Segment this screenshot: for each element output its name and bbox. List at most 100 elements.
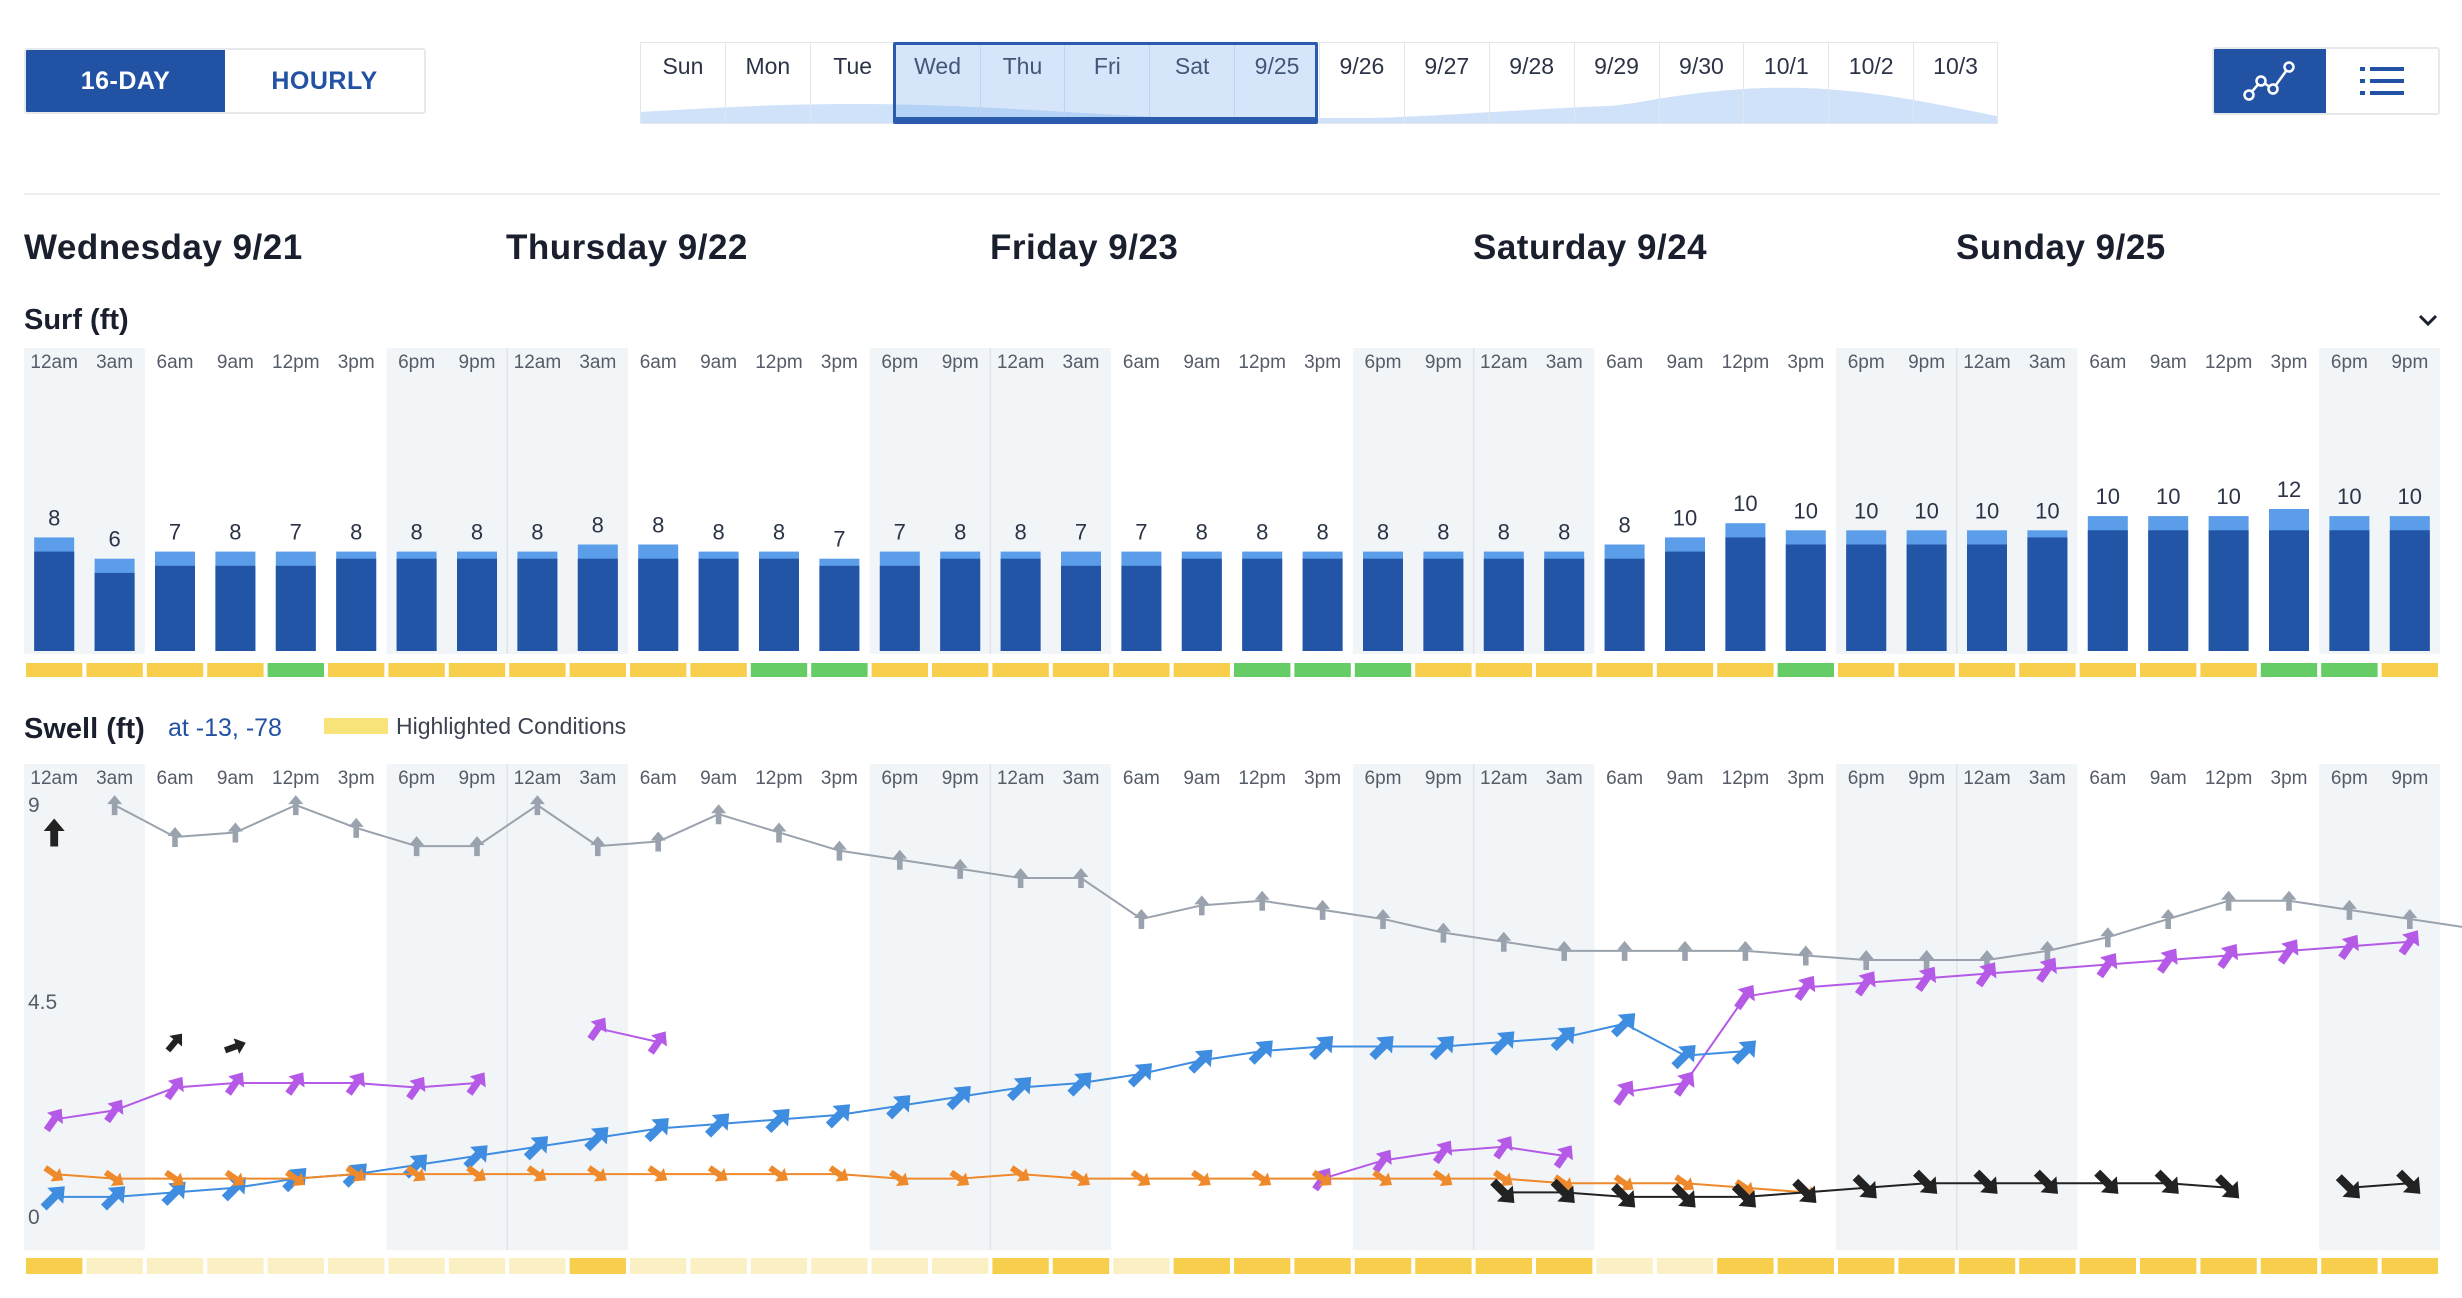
swell-arrow-black	[1550, 1178, 1575, 1203]
swell-arrow-grey	[771, 822, 787, 843]
highlight-legend-swatch	[324, 718, 388, 734]
surf-bar-label: 10	[2398, 484, 2422, 509]
swell-arrow-orange	[405, 1165, 426, 1182]
selected-range-handle[interactable]	[893, 42, 1318, 124]
day-option-10-3[interactable]: 10/3	[1913, 42, 1998, 124]
day-option-10-1[interactable]: 10/1	[1743, 42, 1829, 124]
day-option-9-26[interactable]: 9/26	[1319, 42, 1404, 124]
swell-highlight-cell	[2140, 1258, 2197, 1274]
swell-arrow-grey	[2341, 899, 2357, 920]
swell-arrow-purple-a	[466, 1072, 486, 1096]
swell-highlight-cell	[1596, 1258, 1653, 1274]
hourly-tab[interactable]: HOURLY	[225, 50, 424, 112]
swell-highlight-cell	[1234, 1258, 1291, 1274]
surf-time-label: 12pm	[272, 352, 320, 373]
swell-arrow-orange	[1009, 1165, 1030, 1182]
surf-condition-cell	[448, 663, 506, 677]
day-option-Tue[interactable]: Tue	[809, 42, 895, 124]
surf-bar-min	[1967, 544, 2007, 651]
swell-arrow-grey	[1979, 950, 1995, 970]
swell-line-blue	[899, 1095, 961, 1107]
surf-collapse-toggle[interactable]	[2416, 308, 2440, 337]
day-header-sun: Sunday 9/25	[1956, 228, 2166, 267]
swell-line-blue	[1684, 1050, 1746, 1057]
swell-time-label: 3am	[1546, 768, 1583, 789]
swell-highlight-cell	[1898, 1258, 1955, 1274]
swell-arrow-orange	[1191, 1169, 1211, 1187]
swell-time-label: 6pm	[398, 768, 435, 789]
swell-line-grey	[174, 831, 236, 838]
swell-highlight-cell	[1294, 1258, 1351, 1274]
surf-bar-min	[1121, 565, 1162, 651]
surf-bar-min	[1785, 544, 1826, 651]
chart-view-button[interactable]	[2214, 49, 2326, 113]
swell-line-grey	[1201, 899, 1263, 907]
swell-highlight-cell	[2079, 1258, 2136, 1274]
swell-arrow-blue	[1671, 1045, 1696, 1070]
surf-bar-label: 7	[833, 527, 845, 552]
swell-line-purple-c	[1322, 1159, 1384, 1180]
swell-line-orange	[839, 1173, 900, 1180]
swell-line-grey	[2409, 918, 2462, 928]
surf-condition-cell	[1173, 663, 1230, 677]
surf-bar-label: 10	[1914, 498, 1938, 523]
swell-time-label: 6pm	[1848, 768, 1885, 789]
swell-arrow-black	[1671, 1183, 1696, 1208]
swell-time-label: 6pm	[2331, 768, 2368, 789]
swell-arrow-grey	[1375, 909, 1391, 929]
surf-bar-min	[1544, 558, 1585, 651]
swell-line-orange	[54, 1173, 115, 1180]
swell-line-grey	[1443, 931, 1504, 943]
swell-arrow-grey	[1073, 868, 1089, 888]
swell-line-purple-b	[597, 1027, 659, 1043]
day-option-9-27[interactable]: 9/27	[1403, 42, 1489, 124]
16-day-tab[interactable]: 16-DAY	[26, 50, 225, 112]
swell-line-purple-d	[2047, 963, 2108, 971]
surf-section-title: Surf (ft)	[24, 304, 129, 336]
swell-arrow-black	[1731, 1183, 1757, 1208]
surf-time-label: 9am	[1667, 352, 1704, 373]
swell-line-grey	[960, 867, 1021, 879]
swell-line-orange	[960, 1173, 1021, 1180]
swell-night-band	[1050, 764, 1112, 1250]
swell-time-label: 3pm	[2271, 768, 2308, 789]
day-range-selector[interactable]: Sun Mon Tue Wed Thu Fri Sat 9/25 9/26 9/27 9/28 9/2…	[640, 42, 1998, 124]
surf-bar-min	[879, 565, 920, 651]
list-view-button[interactable]	[2326, 49, 2438, 113]
surf-bar-label: 10	[1673, 505, 1697, 530]
surf-bar-label: 8	[1316, 520, 1328, 545]
surf-bar-label: 8	[229, 520, 241, 545]
surf-bar-min	[2208, 530, 2249, 651]
surf-time-label: 6am	[1606, 352, 1643, 373]
surf-bar-min	[1604, 558, 1645, 651]
swell-arrow-grey	[650, 831, 666, 852]
day-option-9-28[interactable]: 9/28	[1488, 42, 1574, 124]
surf-bar-label: 10	[2216, 484, 2240, 509]
swell-highlight-cell	[1415, 1258, 1472, 1274]
surf-condition-cell	[690, 663, 747, 677]
surf-bar-label: 8	[1196, 520, 1208, 545]
day-option-9-29[interactable]: 9/29	[1573, 42, 1659, 124]
day-option-Mon[interactable]: Mon	[724, 42, 810, 124]
surf-bar-min	[336, 558, 377, 651]
swell-y-tick: 0	[28, 1206, 40, 1229]
swell-line-blue	[1201, 1050, 1263, 1062]
day-option-Sun[interactable]: Sun	[640, 42, 725, 124]
day-header-fri: Friday 9/23	[990, 228, 1179, 267]
swell-arrow-purple-d	[1975, 962, 1997, 988]
swell-night-band	[2017, 764, 2078, 1250]
swell-arrow-grey	[2160, 909, 2176, 929]
swell-arrow-purple-a	[224, 1072, 245, 1096]
swell-arrow-orange	[768, 1165, 789, 1182]
swell-line-blue	[476, 1145, 538, 1157]
swell-line-orange	[1745, 1186, 1806, 1194]
swell-night-band	[990, 764, 1051, 1250]
surf-bar-min	[517, 558, 558, 651]
swell-time-label: 9pm	[1908, 768, 1945, 789]
surf-condition-cell	[2381, 663, 2438, 677]
day-option-10-2[interactable]: 10/2	[1828, 42, 1914, 124]
swell-line-black	[2168, 1182, 2229, 1189]
swell-arrow-purple-b	[647, 1031, 667, 1055]
day-option-9-30[interactable]: 9/30	[1658, 42, 1744, 124]
surf-condition-cell	[146, 663, 204, 677]
